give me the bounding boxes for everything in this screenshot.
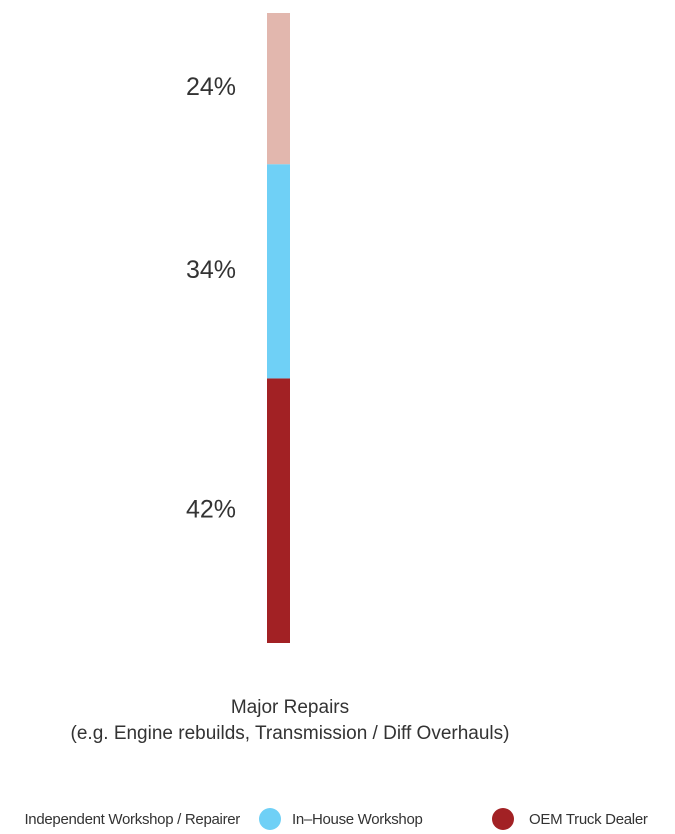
- segment-value-label-1: 34%: [186, 256, 236, 284]
- category-label-line-0: Major Repairs: [231, 697, 349, 718]
- legend-label-1: In–House Workshop: [292, 811, 423, 828]
- category-label: Major Repairs (e.g. Engine rebuilds, Tran…: [71, 697, 510, 744]
- legend: Independent Workshop / Repairer In–House …: [24, 808, 648, 830]
- bar-segment-1: [267, 164, 290, 379]
- bar-segment-2: [267, 13, 290, 165]
- segment-value-label-0: 42%: [186, 495, 236, 523]
- bar-stack: [267, 13, 290, 643]
- legend-label-0: Independent Workshop / Repairer: [24, 811, 240, 828]
- bar-segment-0: [267, 378, 290, 643]
- segment-value-label-2: 24%: [186, 73, 236, 101]
- category-label-line-1: (e.g. Engine rebuilds, Transmission / Di…: [71, 723, 510, 744]
- segment-labels: 42% 34% 24%: [186, 73, 236, 523]
- legend-label-2: OEM Truck Dealer: [529, 811, 648, 828]
- legend-marker-2: [492, 808, 514, 830]
- legend-marker-1: [259, 808, 281, 830]
